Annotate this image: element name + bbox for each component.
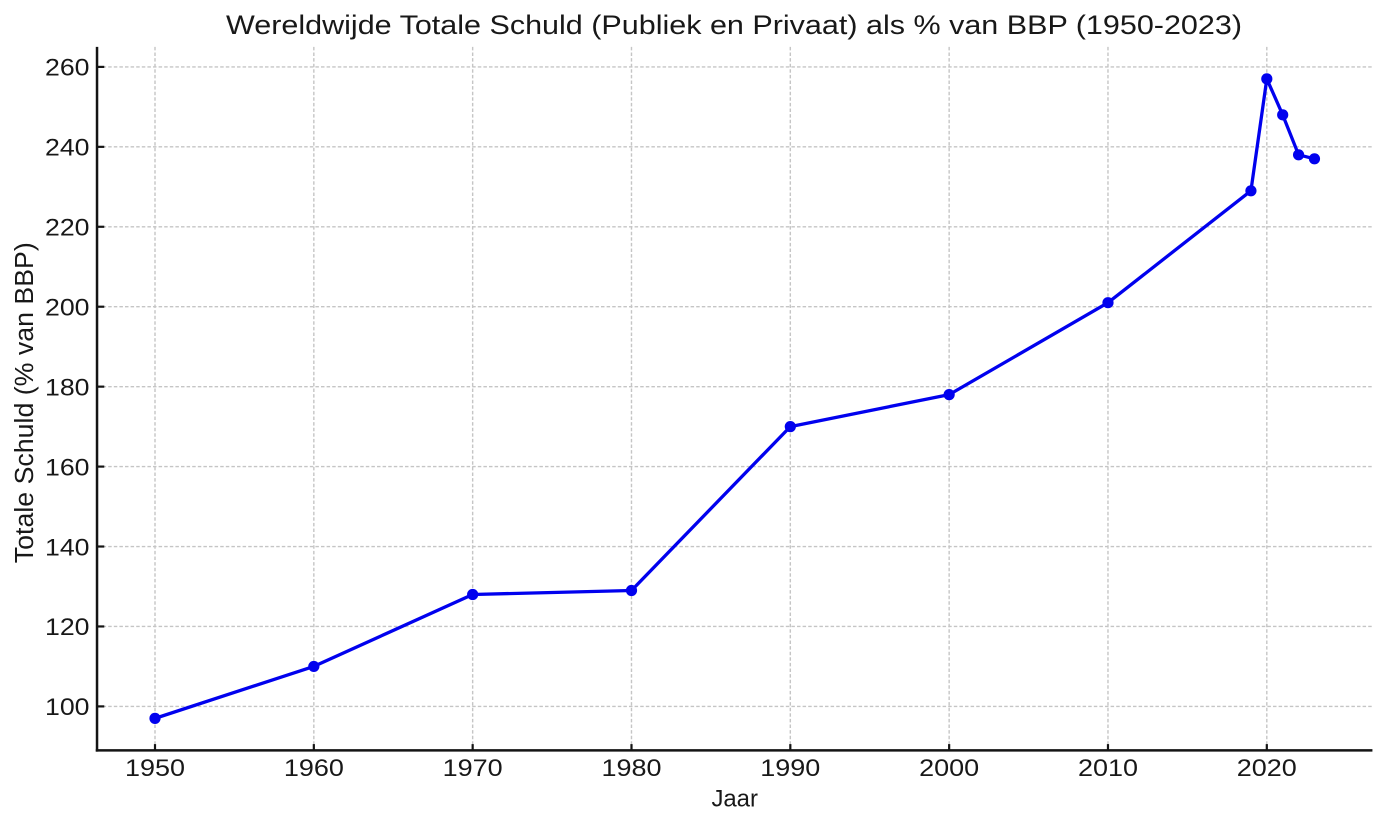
svg-text:1980: 1980 [601, 755, 661, 782]
svg-text:1950: 1950 [125, 755, 185, 782]
svg-text:1970: 1970 [443, 755, 503, 782]
svg-text:1960: 1960 [284, 755, 344, 782]
svg-text:Totale Schuld (% van BBP): Totale Schuld (% van BBP) [11, 242, 39, 563]
svg-text:Wereldwijde Totale Schuld (Pub: Wereldwijde Totale Schuld (Publiek en Pr… [226, 10, 1242, 40]
svg-text:2010: 2010 [1078, 755, 1138, 782]
svg-text:100: 100 [45, 694, 90, 721]
svg-text:260: 260 [45, 55, 90, 82]
svg-text:180: 180 [45, 374, 90, 401]
svg-text:200: 200 [45, 294, 90, 321]
svg-text:160: 160 [45, 454, 90, 481]
svg-text:220: 220 [45, 215, 90, 242]
svg-text:Jaar: Jaar [711, 786, 758, 813]
svg-text:1990: 1990 [760, 755, 820, 782]
svg-text:120: 120 [45, 614, 90, 641]
svg-text:240: 240 [45, 135, 90, 162]
svg-text:140: 140 [45, 534, 90, 561]
svg-text:2020: 2020 [1237, 755, 1297, 782]
svg-text:2000: 2000 [919, 755, 979, 782]
